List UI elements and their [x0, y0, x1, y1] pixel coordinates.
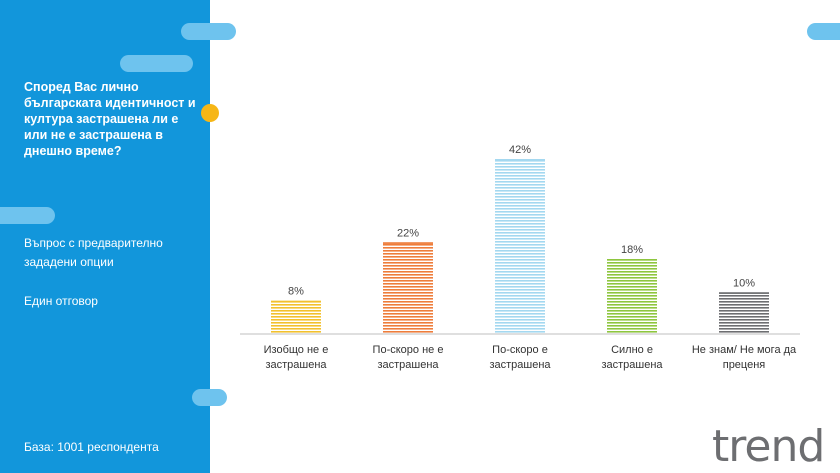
- base-respondents: База: 1001 респондента: [24, 440, 159, 454]
- bar-top-edge: [607, 259, 657, 261]
- decorative-pill: [192, 389, 227, 406]
- category-label: застрашена: [265, 359, 327, 371]
- category-label: Не знам/ Не мога да: [692, 344, 797, 356]
- decorative-pill: [807, 23, 840, 40]
- decorative-pill: [181, 23, 236, 40]
- category-label: Силно е: [611, 344, 653, 356]
- trend-logo: trend: [712, 421, 825, 472]
- category-label: преценя: [723, 359, 766, 371]
- data-label: 10%: [733, 277, 755, 289]
- category-label: застрашена: [377, 359, 439, 371]
- data-label: 8%: [288, 286, 304, 298]
- question-type-note: Въпрос с предварително зададени опции: [24, 236, 163, 269]
- bar: [271, 300, 321, 334]
- data-label: 22%: [397, 227, 419, 239]
- bar-top-edge: [719, 292, 769, 294]
- bar-top-edge: [383, 242, 433, 244]
- data-label: 18%: [621, 244, 643, 256]
- category-label: застрашена: [489, 359, 551, 371]
- decorative-pill: [120, 55, 193, 72]
- category-label: По-скоро не е: [373, 344, 444, 356]
- question-text: Според Вас лично българската идентичност…: [24, 80, 196, 158]
- bar: [607, 259, 657, 334]
- category-label: застрашена: [601, 359, 663, 371]
- bar: [495, 159, 545, 334]
- category-label: По-скоро е: [492, 344, 548, 356]
- bar-chart: 8% Изобщо не е застрашена 22% По-скоро не е з…: [240, 144, 800, 371]
- category-label: Изобщо не е: [264, 344, 329, 356]
- bar: [719, 292, 769, 334]
- bar-top-edge: [271, 300, 321, 303]
- bar-top-edge: [495, 159, 545, 161]
- accent-dot: [201, 104, 219, 122]
- sidebar: [0, 0, 210, 473]
- data-label: 42%: [509, 144, 531, 156]
- decorative-pill: [0, 207, 55, 224]
- bar: [383, 242, 433, 334]
- answer-type-note: Един отговор: [24, 294, 98, 308]
